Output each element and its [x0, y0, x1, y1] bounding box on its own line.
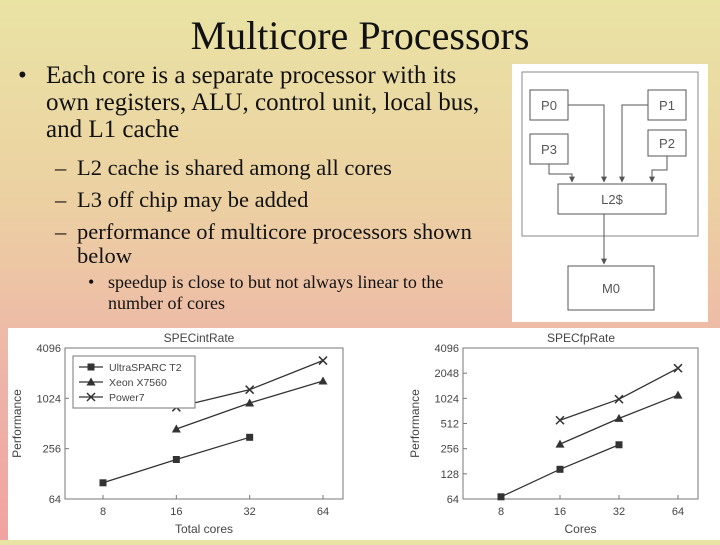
data-point-triangle — [555, 439, 565, 448]
y-tick-label: 128 — [441, 469, 459, 481]
data-point-square — [497, 493, 505, 501]
data-point-triangle — [245, 398, 255, 407]
legend-entry: Xeon X7560 — [109, 377, 167, 389]
data-point-square — [246, 433, 254, 441]
p1-to-l2-arrow — [619, 104, 648, 183]
data-point-x — [673, 363, 683, 373]
core-p1-box — [647, 89, 687, 121]
x-tick-label: 16 — [554, 506, 566, 518]
charts-panel: SPECintRate 8 16 32 64 64 256 1024 4096 Total cor… — [8, 328, 720, 540]
x-tick-label: 64 — [317, 506, 329, 518]
chart-title: SPECintRate — [164, 331, 235, 345]
x-tick-label: 32 — [244, 506, 256, 518]
core-p2-box — [647, 129, 687, 157]
multicore-diagram: P0 P1 P2 P3 L2$ M0 — [512, 64, 708, 322]
y-tick-label: 4096 — [37, 343, 61, 355]
memory-m0-label: M0 — [602, 281, 620, 296]
core-p3-label: P3 — [541, 142, 557, 157]
data-point-x — [614, 394, 624, 404]
y-tick-label: 4096 — [435, 343, 459, 355]
data-point-square — [615, 441, 623, 449]
plot-frame — [462, 347, 699, 500]
x-axis-label: Cores — [564, 522, 596, 536]
series-line — [559, 367, 679, 421]
core-p2-label: P2 — [659, 136, 675, 151]
chip-boundary — [521, 71, 699, 237]
x-tick-label: 8 — [498, 506, 504, 518]
bullet-dot-icon: • — [18, 62, 27, 89]
main-bullet: • Each core is a separate processor with… — [18, 62, 498, 143]
x-tick-label: 32 — [613, 506, 625, 518]
dash-icon: – — [55, 187, 67, 212]
y-tick-label: 256 — [441, 444, 459, 456]
sub-bullet-text: L2 cache is shared among all cores — [77, 155, 392, 180]
data-point-triangle — [318, 376, 328, 385]
bullet-dot-icon: • — [88, 272, 95, 292]
x-axis-label: Total cores — [175, 522, 233, 536]
y-tick-label: 1024 — [37, 393, 61, 405]
sub-bullet-text: performance of multicore processors show… — [77, 219, 472, 268]
data-point-triangle — [171, 424, 181, 433]
p0-to-l2-arrow — [568, 104, 607, 183]
l2-cache-label: L2$ — [601, 192, 623, 207]
x-tick-label: 16 — [170, 506, 182, 518]
legend-marker-x — [86, 392, 96, 402]
y-tick-label: 1024 — [435, 393, 459, 405]
data-point-square — [172, 455, 180, 463]
legend-marker-square — [87, 363, 95, 371]
core-p3-box — [529, 133, 569, 165]
legend-marker-triangle — [86, 377, 96, 386]
data-point-square — [556, 465, 564, 473]
data-point-triangle — [614, 413, 624, 422]
y-tick-label: 64 — [49, 494, 61, 506]
diagram-svg: P0 P1 P2 P3 L2$ M0 — [521, 71, 699, 311]
core-p0-box — [529, 89, 569, 121]
data-point-x — [318, 356, 328, 366]
main-bullet-text: Each core is a separate processor with i… — [46, 62, 480, 143]
legend-entry: UltraSPARC T2 — [109, 362, 182, 374]
y-axis-label: Performance — [10, 389, 24, 458]
dash-icon: – — [55, 219, 67, 244]
legend-entry: Power7 — [109, 392, 145, 404]
subsub-bullet-text: speedup is close to but not always linea… — [108, 272, 444, 313]
y-tick-label: 64 — [447, 494, 459, 506]
y-tick-label: 512 — [441, 419, 459, 431]
l2-cache-box — [557, 183, 667, 215]
p3-to-l2-arrow — [548, 164, 575, 183]
x-tick-label: 8 — [100, 506, 106, 518]
y-tick-label: 2048 — [435, 368, 459, 380]
sub-bullet-performance: – performance of multicore processors sh… — [55, 220, 495, 268]
memory-m0-box — [567, 265, 655, 311]
p2-to-l2-arrow — [649, 156, 668, 183]
chart-title: SPECfpRate — [547, 331, 615, 345]
data-point-x — [245, 385, 255, 395]
sub-bullet-l2: – L2 cache is shared among all cores — [55, 156, 495, 180]
subsub-bullet: • speedup is close to but not always lin… — [88, 272, 498, 314]
sub-bullet-l3: – L3 off chip may be added — [55, 188, 495, 212]
x-tick-label: 64 — [672, 506, 684, 518]
dash-icon: – — [55, 155, 67, 180]
slide-title: Multicore Processors — [190, 13, 530, 58]
y-axis-label: Performance — [408, 389, 422, 458]
data-point-triangle — [673, 390, 683, 399]
y-tick-label: 256 — [43, 444, 61, 456]
charts-svg: SPECintRate 8 16 32 64 64 256 1024 4096 Total cor… — [10, 331, 699, 536]
plot-frame — [64, 347, 344, 500]
sub-bullet-text: L3 off chip may be added — [77, 187, 309, 212]
data-point-x — [555, 415, 565, 425]
data-point-square — [99, 479, 107, 487]
core-p1-label: P1 — [659, 98, 675, 113]
core-p0-label: P0 — [541, 98, 557, 113]
